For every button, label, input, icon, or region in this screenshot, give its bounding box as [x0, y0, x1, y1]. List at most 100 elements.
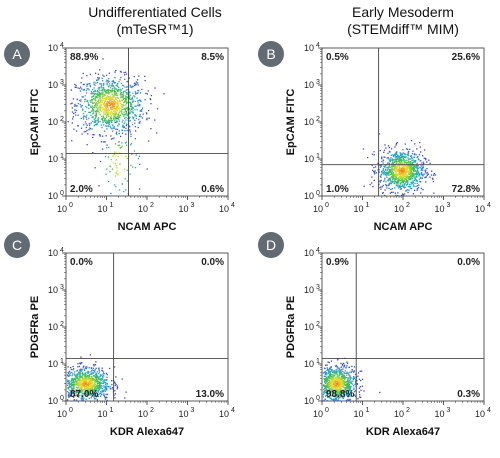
event-dot — [112, 105, 114, 107]
event-dot — [99, 69, 101, 71]
event-dot — [114, 151, 116, 153]
event-dot — [115, 132, 117, 135]
event-dot — [339, 387, 341, 390]
event-dot — [333, 372, 335, 374]
event-dot — [414, 160, 416, 162]
event-dot — [111, 112, 113, 114]
event-dot — [412, 181, 414, 183]
event-dot — [86, 75, 88, 77]
event-dot — [402, 154, 404, 156]
event-dot — [323, 390, 325, 393]
event-dot — [337, 392, 339, 394]
event-dot — [391, 162, 394, 164]
event-dot — [94, 93, 96, 95]
event-dot — [80, 398, 82, 400]
event-dot — [70, 383, 72, 385]
event-dot — [118, 120, 120, 122]
event-dot — [122, 92, 124, 94]
event-dot — [416, 171, 418, 173]
event-dot — [413, 160, 415, 163]
event-dot — [413, 154, 415, 156]
event-dot — [403, 160, 405, 162]
event-dot — [338, 369, 340, 371]
event-dot — [87, 370, 89, 372]
event-dot — [396, 162, 398, 164]
event-dot — [406, 174, 408, 177]
event-dot — [396, 176, 398, 178]
event-dot — [77, 389, 79, 391]
event-dot — [334, 371, 336, 373]
event-dot — [113, 154, 115, 156]
event-dot — [339, 381, 341, 384]
event-dot — [125, 116, 127, 118]
event-dot — [105, 91, 107, 93]
event-dot — [393, 181, 395, 183]
event-dot — [111, 124, 114, 126]
y-tick-exponent: 0 — [60, 190, 64, 197]
event-dot — [93, 383, 95, 385]
event-dot — [395, 166, 397, 168]
event-dot — [424, 176, 426, 179]
event-dot — [327, 382, 330, 384]
event-dot — [96, 123, 98, 125]
x-tick-exponent: 4 — [231, 407, 235, 414]
event-dot — [382, 192, 384, 194]
event-dot — [118, 132, 120, 135]
event-dot — [83, 380, 85, 382]
event-dot — [116, 106, 119, 108]
event-dot — [111, 383, 113, 386]
event-dot — [379, 164, 382, 167]
event-dot — [330, 378, 333, 380]
event-dot — [97, 119, 100, 121]
event-dot — [95, 398, 97, 400]
event-dot — [93, 81, 95, 83]
event-dot — [323, 385, 325, 387]
event-dot — [384, 165, 386, 168]
event-dot — [408, 158, 411, 160]
event-dot — [105, 108, 107, 110]
event-dot — [409, 176, 412, 178]
event-dot — [96, 93, 98, 95]
event-dots — [67, 58, 165, 195]
event-dot — [412, 180, 414, 182]
event-dot — [82, 384, 84, 386]
event-dot — [90, 105, 92, 107]
event-dot — [81, 387, 84, 389]
event-dot — [109, 85, 111, 87]
event-dot — [132, 117, 135, 119]
y-tick-exponent: 3 — [60, 79, 64, 86]
y-tick-exponent: 4 — [316, 247, 320, 254]
column-title-early-mesoderm: Early Mesoderm (STEMdiff™ MIM) — [283, 4, 500, 38]
event-dot — [102, 58, 104, 60]
event-dot — [88, 129, 90, 131]
event-dot — [388, 183, 390, 185]
event-dot — [95, 384, 97, 386]
event-dot — [107, 111, 109, 114]
event-dot — [67, 373, 70, 375]
event-dot — [405, 162, 407, 164]
event-dot — [98, 388, 100, 390]
event-dot — [134, 166, 137, 169]
event-dot — [85, 392, 87, 395]
event-dot — [116, 103, 118, 105]
event-dot — [381, 157, 383, 160]
event-dot — [385, 173, 388, 175]
event-dot — [94, 117, 97, 119]
event-dot — [395, 163, 397, 165]
event-dot — [410, 165, 412, 167]
event-dot — [121, 103, 123, 106]
event-dot — [329, 375, 331, 377]
event-dot — [335, 397, 338, 399]
event-dot — [423, 163, 425, 165]
event-dot — [346, 388, 348, 390]
event-dot — [84, 110, 86, 113]
event-dot — [87, 389, 89, 391]
event-dot — [361, 385, 364, 387]
event-dot — [114, 184, 116, 186]
event-dot — [382, 184, 384, 187]
event-dot — [340, 390, 343, 392]
event-dot — [418, 154, 421, 156]
event-dot — [358, 391, 360, 393]
event-dot — [426, 161, 428, 163]
event-dot — [400, 175, 403, 178]
